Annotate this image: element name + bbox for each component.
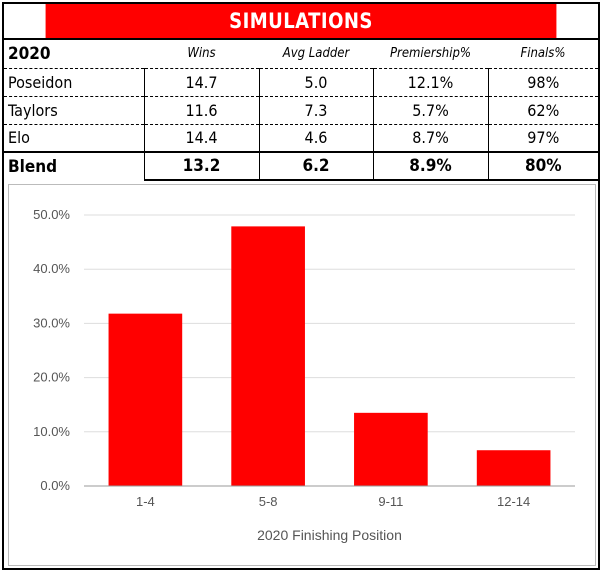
finals-cell: 97% — [488, 123, 598, 152]
blend-name: Blend — [4, 151, 145, 180]
x-tick-label: 1-4 — [136, 494, 155, 509]
bars — [108, 226, 551, 486]
y-tick-label: 50.0% — [33, 207, 70, 222]
finals-header: Finals% — [520, 46, 566, 62]
y-tick-label: 0.0% — [40, 478, 70, 493]
blend-row: Blend 13.2 6.2 8.9% 80% — [4, 151, 598, 181]
premiership-header: Premiership% — [389, 46, 471, 62]
premiership-cell: 5.7% — [373, 95, 489, 124]
blend-premiership-cell: 8.9% — [373, 151, 489, 181]
y-tick-label: 10.0% — [33, 424, 70, 439]
table-row: Elo 14.4 4.6 8.7% 97% — [4, 123, 598, 152]
premiership-cell: 8.7% — [373, 123, 489, 152]
blend-finals-cell: 80% — [488, 151, 598, 181]
finals-cell: 98% — [488, 67, 598, 96]
title-divider — [4, 38, 598, 40]
bar-1-4 — [108, 313, 183, 486]
avg-ladder-cell: 7.3 — [259, 95, 374, 124]
table-row: Poseidon 14.7 5.0 12.1% 98% — [4, 67, 598, 96]
avg-ladder-cell: 4.6 — [259, 123, 374, 152]
y-tick-label: 30.0% — [33, 315, 70, 330]
wins-header: Wins — [187, 46, 216, 62]
model-name: Poseidon — [4, 67, 145, 96]
premiership-cell: 12.1% — [373, 67, 489, 96]
panel-title: SIMULATIONS — [45, 4, 557, 38]
wins-cell: 14.7 — [144, 67, 260, 96]
x-tick-label: 9-11 — [378, 494, 403, 509]
finals-cell: 62% — [488, 95, 598, 124]
blend-avg-ladder-cell: 6.2 — [259, 151, 374, 181]
model-name: Elo — [4, 123, 145, 152]
wins-cell: 11.6 — [144, 95, 260, 124]
blend-wins-cell: 13.2 — [144, 151, 260, 181]
y-tick-label: 40.0% — [33, 261, 70, 276]
model-name: Taylors — [4, 95, 145, 124]
bar-chart-svg: 0.0% 10.0% 20.0% 30.0% 40.0% 50.0% 1-4 5-8 9-11… — [33, 207, 575, 543]
bar-9-11 — [354, 412, 428, 486]
table-row: Taylors 11.6 7.3 5.7% 62% — [4, 95, 598, 124]
bar-12-14 — [476, 450, 551, 486]
x-axis-title: 2020 Finishing Position — [257, 527, 402, 543]
simulations-table: 2020 Wins Avg Ladder Premiership% Finals… — [4, 40, 598, 181]
x-tick-label: 5-8 — [259, 494, 278, 509]
avg-ladder-header: Avg Ladder — [282, 46, 350, 62]
y-tick-label: 20.0% — [33, 370, 70, 385]
y-axis-ticks: 0.0% 10.0% 20.0% 30.0% 40.0% 50.0% — [33, 207, 70, 493]
year-header: 2020 — [8, 43, 51, 64]
bar-5-8 — [231, 226, 305, 486]
avg-ladder-cell: 5.0 — [259, 67, 374, 96]
x-axis-ticks: 1-4 5-8 9-11 12-14 — [136, 494, 530, 509]
wins-cell: 14.4 — [144, 123, 260, 152]
table-header-row: 2020 Wins Avg Ladder Premiership% Finals… — [4, 40, 598, 68]
x-tick-label: 12-14 — [497, 494, 530, 509]
finishing-position-chart: 0.0% 10.0% 20.0% 30.0% 40.0% 50.0% 1-4 5-8 9-11… — [8, 184, 596, 566]
